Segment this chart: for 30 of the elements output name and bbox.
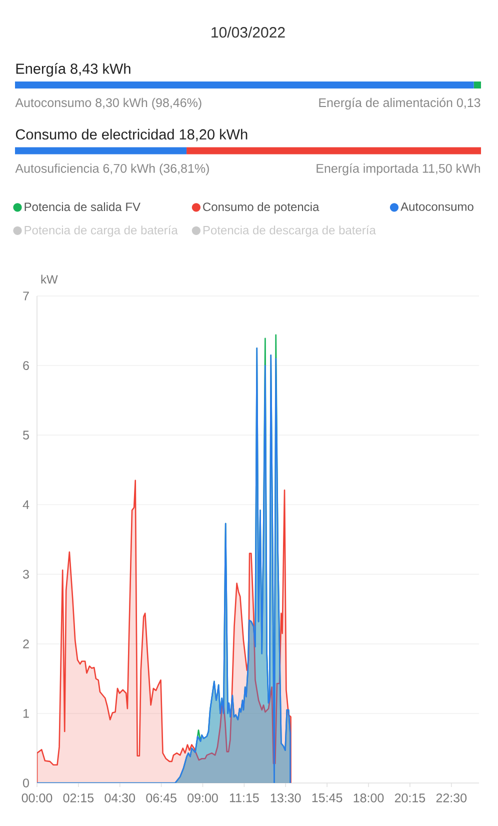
annotation: Autoconsumo 8,30 kWh (98,46%) <box>15 98 202 110</box>
x-tick-label: 00:00 <box>22 794 52 802</box>
x-tick-label: 15:45 <box>312 794 342 802</box>
x-tick-label: 18:00 <box>354 794 384 802</box>
y-tick-label: 3 <box>22 570 29 579</box>
x-tick-label: 04:30 <box>104 794 136 802</box>
x-tick-label: 09:00 <box>188 794 218 802</box>
x-tick-label: 02:15 <box>63 794 94 802</box>
annotation: Consumo de electricidad 18,20 kWh <box>16 128 248 142</box>
x-tick-label: 06:45 <box>146 794 176 802</box>
chart-title: 10/03/2022 <box>212 26 285 38</box>
annotation: Energía 8,43 kWh <box>16 63 130 77</box>
y-tick-label: 7 <box>23 292 29 300</box>
y-axis-title: kW <box>41 274 58 284</box>
annotation: Energía de alimentación 0,13 <box>319 98 480 110</box>
legend-label: Potencia de salida FV <box>24 202 140 212</box>
legend-label: Consumo de potencia <box>203 202 320 214</box>
x-tick-label: 11:15 <box>230 794 259 802</box>
y-tick-label: 5 <box>23 430 29 440</box>
annotation: Energía importada 11,50 kWh <box>316 163 480 176</box>
x-tick-label: 22:30 <box>436 794 467 802</box>
x-tick-label: 13:30 <box>270 794 301 802</box>
y-tick-label: 4 <box>22 500 30 510</box>
annotation: Autosuficiencia 6,70 kWh (36,81%) <box>15 164 209 176</box>
y-tick-label: 2 <box>23 639 29 648</box>
y-tick-label: 1 <box>23 709 29 718</box>
legend-label: Autoconsumo <box>400 202 474 211</box>
y-tick-label: 0 <box>23 778 29 788</box>
x-tick-label: 20:15 <box>394 794 426 802</box>
y-tick-label: 6 <box>23 361 29 370</box>
